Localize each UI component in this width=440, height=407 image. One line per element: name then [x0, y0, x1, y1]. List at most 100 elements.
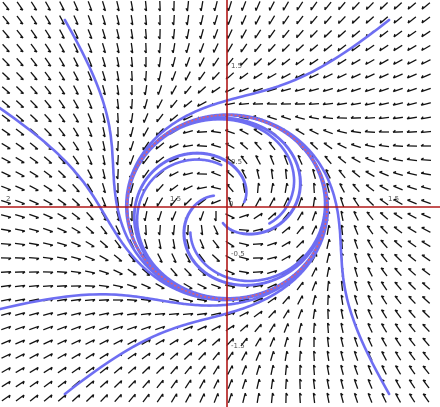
direction-arrow — [281, 114, 291, 121]
direction-arrow — [196, 129, 208, 133]
direction-arrow — [126, 299, 138, 303]
direction-arrow — [70, 285, 82, 289]
direction-arrow — [115, 154, 119, 166]
direction-arrow — [226, 1, 233, 11]
direction-arrow — [44, 113, 52, 123]
direction-arrow — [282, 15, 290, 25]
direction-arrow — [239, 213, 250, 219]
direction-arrow — [141, 352, 151, 360]
direction-arrow — [297, 309, 304, 319]
direction-arrow — [420, 171, 432, 176]
direction-arrow — [1, 114, 11, 122]
direction-arrow — [99, 352, 109, 360]
direction-arrow — [226, 29, 233, 39]
direction-arrow — [212, 365, 220, 375]
direction-arrow — [158, 238, 162, 250]
direction-arrow — [327, 308, 331, 320]
direction-arrow — [351, 1, 360, 11]
direction-arrow — [113, 269, 123, 276]
direction-arrow — [198, 365, 206, 375]
direction-arrow — [393, 44, 403, 52]
direction-arrow — [116, 70, 120, 82]
direction-arrow — [1, 185, 11, 192]
direction-arrow — [183, 352, 193, 360]
direction-arrow — [156, 85, 163, 95]
direction-arrow — [241, 169, 247, 179]
direction-arrow — [71, 256, 82, 261]
direction-arrow — [365, 184, 375, 192]
direction-arrow — [238, 270, 250, 275]
direction-arrow — [42, 271, 54, 275]
direction-arrow — [353, 308, 359, 319]
direction-arrow — [57, 184, 67, 192]
direction-arrow — [299, 350, 303, 362]
direction-arrow — [420, 73, 431, 79]
direction-arrow — [297, 295, 304, 305]
direction-arrow — [71, 352, 81, 360]
direction-arrow — [364, 129, 376, 133]
direction-arrow — [143, 99, 148, 110]
direction-arrow — [198, 43, 205, 53]
direction-arrow — [57, 213, 67, 220]
direction-arrow — [28, 271, 40, 275]
direction-arrow — [155, 142, 165, 150]
direction-arrow — [157, 253, 163, 263]
direction-arrow — [15, 142, 25, 150]
direction-arrow — [407, 240, 417, 248]
direction-arrow — [73, 29, 79, 40]
direction-arrow — [338, 169, 346, 179]
direction-arrow — [296, 239, 305, 249]
direction-arrow — [116, 211, 120, 222]
direction-arrow — [15, 311, 26, 317]
direction-arrow — [281, 43, 290, 53]
direction-arrow — [421, 212, 431, 219]
direction-arrow — [367, 378, 373, 389]
direction-arrow — [299, 392, 303, 404]
direction-arrow — [87, 155, 93, 166]
direction-arrow — [71, 212, 81, 220]
direction-arrow — [326, 280, 331, 292]
direction-arrow — [197, 101, 207, 107]
direction-arrow — [312, 294, 317, 305]
direction-arrow — [130, 14, 134, 26]
direction-arrow — [156, 365, 165, 375]
direction-arrow — [184, 85, 192, 95]
direction-arrow — [353, 364, 359, 375]
direction-arrow — [196, 186, 208, 190]
direction-arrow — [408, 393, 416, 403]
direction-arrow — [29, 199, 39, 206]
direction-arrow — [141, 366, 151, 374]
direction-arrow — [84, 270, 96, 275]
direction-arrow — [197, 325, 208, 331]
direction-arrow — [421, 240, 431, 248]
direction-arrow — [101, 57, 107, 68]
direction-arrow — [420, 116, 432, 120]
direction-arrow — [199, 239, 205, 250]
direction-arrow — [227, 196, 233, 207]
direction-arrow — [198, 351, 207, 361]
direction-arrow — [141, 283, 151, 290]
direction-arrow — [15, 199, 25, 206]
direction-arrow — [340, 224, 344, 236]
direction-arrow — [157, 224, 161, 236]
direction-arrow — [87, 141, 93, 152]
direction-arrow — [393, 16, 403, 24]
direction-arrow — [114, 239, 122, 249]
direction-arrow — [326, 182, 330, 193]
direction-arrow — [156, 379, 164, 389]
direction-arrow — [283, 154, 289, 165]
direction-arrow — [378, 73, 389, 79]
direction-arrow — [30, 29, 38, 39]
tick-label-y-pos-top: 1.5 — [231, 62, 242, 70]
direction-arrow — [407, 281, 417, 290]
direction-arrow — [57, 339, 68, 345]
direction-arrow — [15, 366, 25, 374]
direction-arrow — [284, 350, 289, 362]
direction-arrow — [326, 364, 330, 376]
direction-arrow — [101, 43, 107, 54]
direction-arrow — [0, 214, 12, 219]
direction-arrow — [155, 352, 165, 360]
direction-arrow — [71, 241, 81, 248]
direction-arrow — [143, 28, 148, 40]
direction-arrow — [312, 308, 317, 319]
